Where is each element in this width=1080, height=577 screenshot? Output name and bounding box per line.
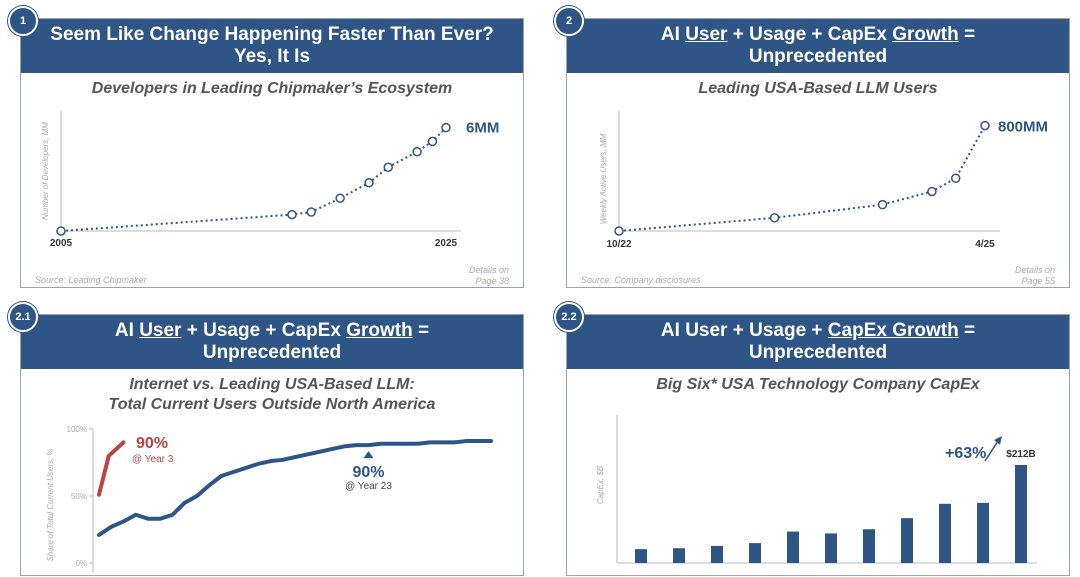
chart-subtitle-line1: Internet vs. Leading USA-Based LLM: bbox=[129, 376, 415, 393]
panel-header: Seem Like Change Happening Faster Than E… bbox=[21, 19, 523, 73]
capex-bar bbox=[1015, 464, 1027, 563]
growth-arrow bbox=[984, 440, 999, 462]
data-point bbox=[56, 226, 66, 236]
x-tick-label: 2005 bbox=[50, 238, 73, 249]
panel-header: AI User + Usage + CapEx Growth = Unprece… bbox=[21, 315, 523, 369]
capex-bar bbox=[673, 548, 685, 563]
data-point bbox=[427, 136, 438, 147]
x-tick-label: 2025 bbox=[435, 238, 458, 249]
internet-value-sublabel: @ Year 23 bbox=[345, 481, 392, 492]
source-note: Source: Company disclosures bbox=[581, 275, 701, 285]
y-tick-label: 0% bbox=[75, 559, 87, 568]
end-value-label: 6MM bbox=[466, 120, 499, 137]
data-point bbox=[306, 207, 316, 217]
chart-subtitle: Leading USA-Based LLM Users bbox=[698, 80, 938, 97]
header-title-line1: AI User + Usage + CapEx Growth = bbox=[660, 320, 976, 341]
series-line bbox=[618, 125, 986, 232]
data-point bbox=[614, 226, 624, 236]
header-title-line2: Yes, It Is bbox=[233, 46, 311, 67]
data-point bbox=[980, 120, 990, 131]
x-tick-label: 10/22 bbox=[606, 239, 631, 250]
y-axis-label: Weekly Active Users, MM bbox=[599, 133, 608, 224]
data-point bbox=[412, 146, 422, 157]
internet-value-label: 90% bbox=[352, 464, 384, 481]
capex-bar bbox=[939, 503, 951, 563]
details-note: Details on Page 38 bbox=[469, 265, 509, 287]
panel-llm-users: AI User + Usage + CapEx Growth = Unprece… bbox=[566, 18, 1070, 288]
capex-bar bbox=[863, 529, 875, 563]
llm-value-label: 90% bbox=[136, 435, 168, 452]
panel-number-badge: 2.2 bbox=[554, 302, 584, 332]
panel-header: AI User + Usage + CapEx Growth = Unprece… bbox=[567, 315, 1069, 369]
panel-internet-vs-llm: AI User + Usage + CapEx Growth = Unprece… bbox=[20, 314, 524, 576]
details-line1: Details on bbox=[468, 265, 509, 275]
x-tick-label: 4/25 bbox=[975, 239, 995, 250]
source-note: Source: Leading Chipmaker bbox=[35, 275, 147, 285]
y-tick-label: 50% bbox=[71, 492, 87, 501]
series-line-llm bbox=[97, 440, 126, 497]
panel-number-badge: 1 bbox=[8, 6, 38, 36]
y-tick-label: 100% bbox=[67, 425, 87, 434]
capex-bar bbox=[825, 533, 837, 563]
data-point bbox=[383, 162, 393, 172]
panel-developers: Seem Like Change Happening Faster Than E… bbox=[20, 18, 524, 288]
header-title-line2: Unprecedented bbox=[748, 342, 888, 363]
year23-marker bbox=[363, 451, 374, 459]
capex-bar bbox=[749, 543, 761, 563]
chart-llm-users: Weekly Active Users, MM 10/22 4/25 800MM bbox=[599, 111, 1048, 250]
data-point bbox=[335, 193, 345, 204]
header-title-line1: AI User + Usage + CapEx Growth = bbox=[114, 320, 430, 341]
end-value-label: 800MM bbox=[998, 119, 1048, 136]
llm-value-sublabel: @ Year 3 bbox=[132, 454, 174, 465]
chart-subtitle: Internet vs. Leading USA-Based LLM: Tota… bbox=[21, 375, 523, 415]
growth-label: +63% bbox=[945, 445, 986, 462]
details-line1: Details on bbox=[1014, 265, 1055, 275]
chart-user-share: 100% 50% 0% Share of Total Current Users, %… bbox=[46, 425, 493, 573]
panel-number-badge: 2.1 bbox=[8, 302, 38, 332]
growth-arrow-head bbox=[994, 436, 1002, 445]
panel-capex: AI User + Usage + CapEx Growth = Unprece… bbox=[566, 314, 1070, 576]
data-point bbox=[877, 199, 888, 210]
details-note: Details on Page 55 bbox=[1015, 265, 1055, 287]
chart-subtitle-line2: Total Current Users Outside North Americ… bbox=[108, 396, 436, 413]
data-point bbox=[950, 173, 961, 184]
y-axis-label: Number of Developers, MM bbox=[41, 122, 50, 220]
header-title-line1: Seem Like Change Happening Faster Than E… bbox=[50, 24, 494, 45]
data-point bbox=[769, 213, 780, 223]
panel-header: AI User + Usage + CapEx Growth = Unprece… bbox=[567, 19, 1069, 73]
y-axis-label: CapEx, $B bbox=[596, 465, 605, 504]
capex-bar bbox=[711, 545, 723, 563]
data-point bbox=[364, 178, 374, 188]
chart-subtitle: Big Six* USA Technology Company CapEx bbox=[656, 376, 980, 393]
chart-capex: CapEx, $B $212B +63% bbox=[596, 415, 1037, 564]
details-line2: Page 38 bbox=[475, 276, 509, 286]
chart-developers: Number of Developers, MM 2005 2025 6MM bbox=[41, 111, 499, 249]
chart-subtitle: Developers in Leading Chipmaker’s Ecosys… bbox=[91, 80, 453, 97]
header-title-line1: AI User + Usage + CapEx Growth = bbox=[660, 24, 976, 45]
header-title-line2: Unprecedented bbox=[748, 46, 888, 67]
details-line2: Page 55 bbox=[1021, 276, 1055, 286]
data-point bbox=[441, 122, 451, 133]
header-title-line2: Unprecedented bbox=[202, 342, 342, 363]
series-line bbox=[60, 126, 447, 232]
bar-value-label: $212B bbox=[1006, 449, 1035, 460]
capex-bar bbox=[977, 502, 989, 563]
y-axis-label: Share of Total Current Users, % bbox=[46, 448, 55, 561]
series-line-internet bbox=[97, 439, 493, 537]
data-point bbox=[287, 209, 297, 220]
capex-bar bbox=[635, 549, 647, 563]
capex-bar bbox=[901, 518, 913, 563]
panel-number-badge: 2 bbox=[554, 6, 584, 36]
capex-bar bbox=[787, 531, 799, 563]
data-point bbox=[927, 186, 937, 197]
